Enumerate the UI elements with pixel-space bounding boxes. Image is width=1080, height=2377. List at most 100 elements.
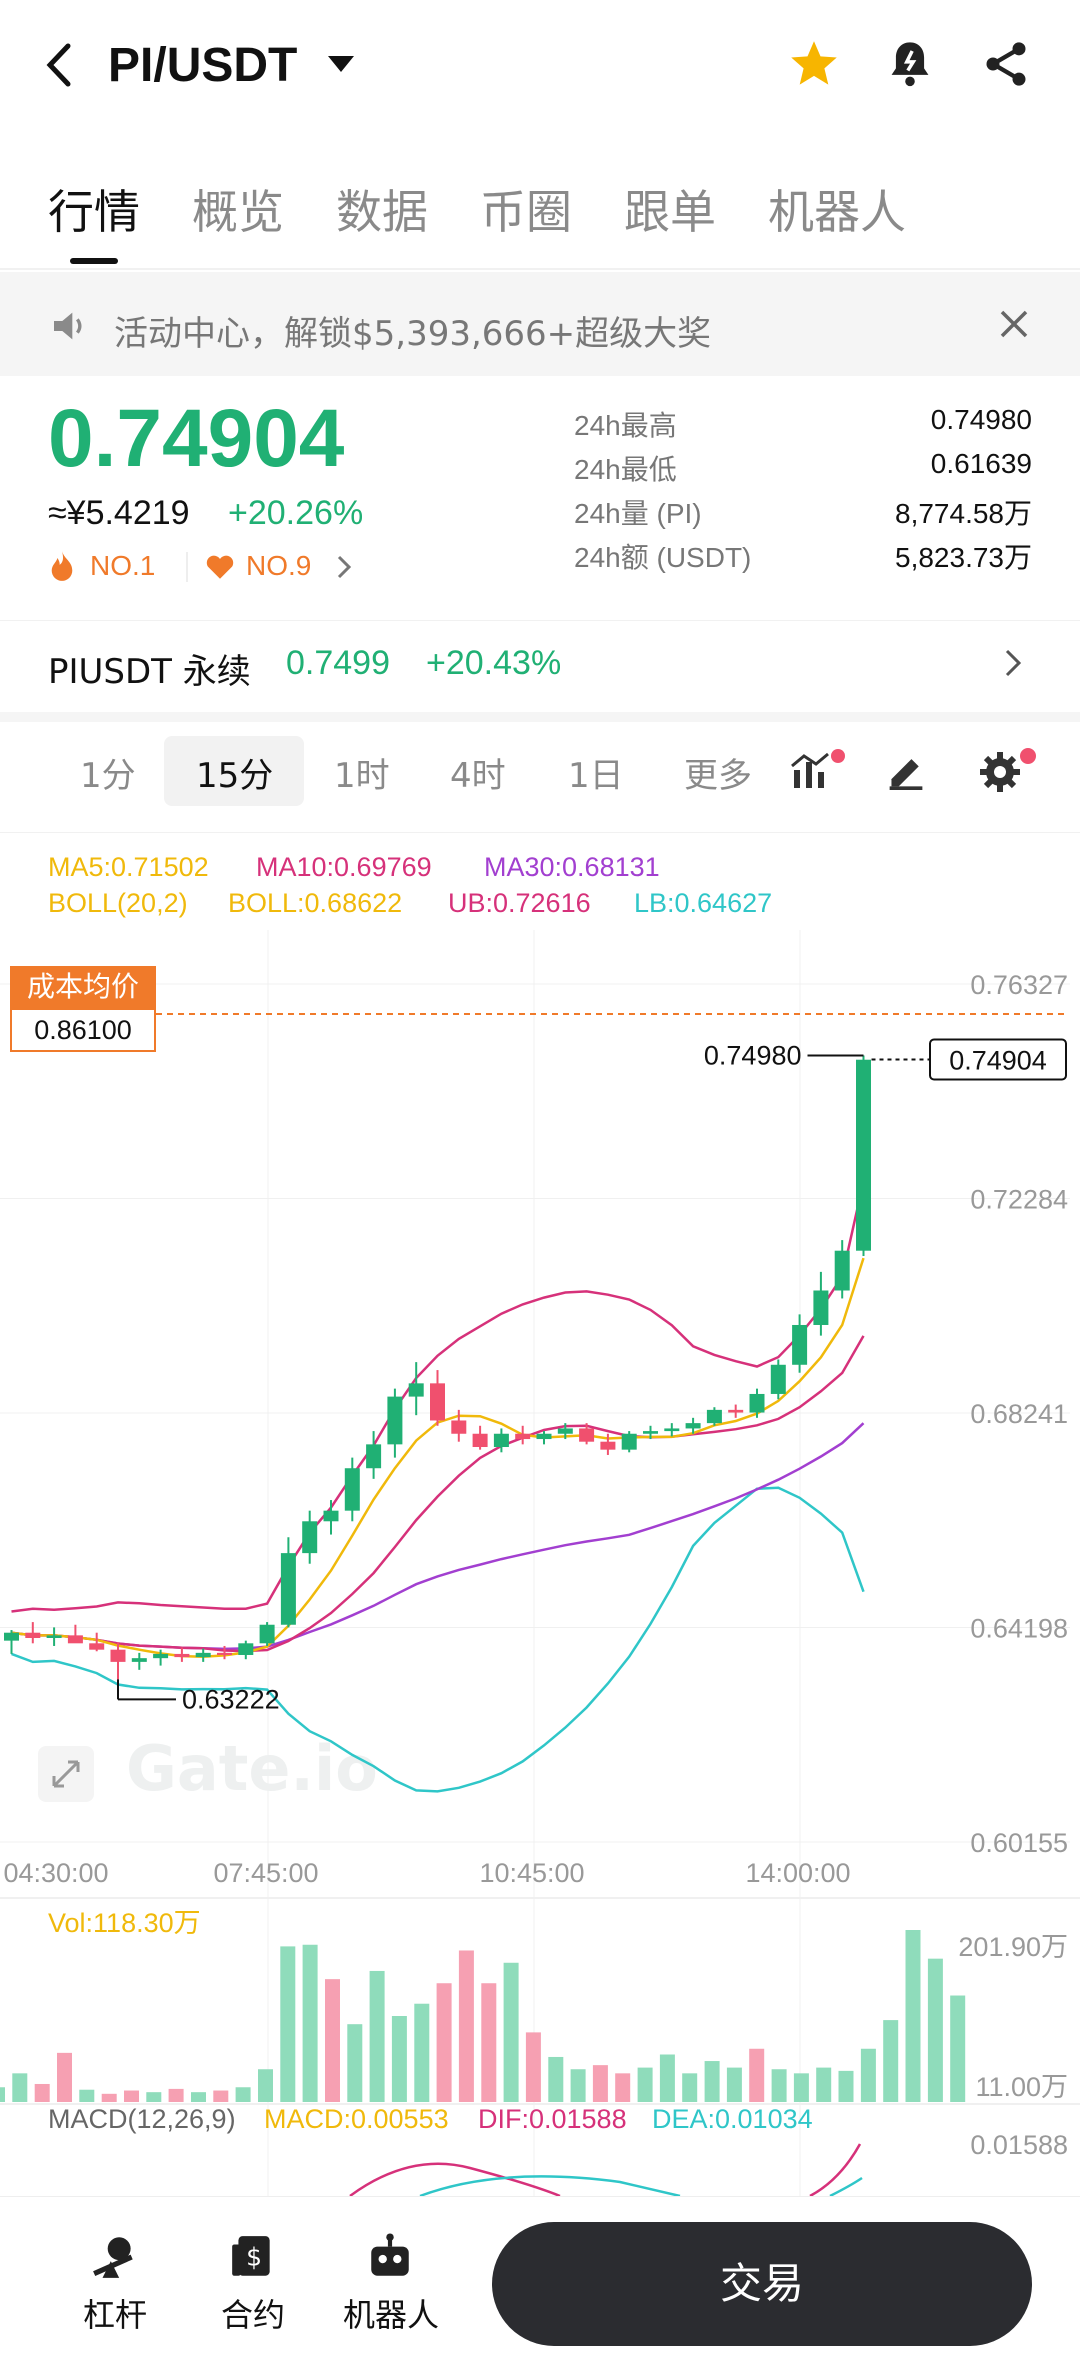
candle-body bbox=[280, 1553, 296, 1625]
candle-body bbox=[792, 1324, 808, 1365]
tab-copy-trading[interactable]: 跟单 bbox=[624, 185, 716, 239]
volume-bar bbox=[659, 2054, 675, 2102]
tab-community[interactable]: 币圈 bbox=[480, 185, 572, 239]
candle-body bbox=[302, 1521, 318, 1554]
chevron-right-icon[interactable] bbox=[336, 554, 352, 584]
tab-market[interactable]: 行情 bbox=[48, 185, 140, 239]
perp-name[interactable]: PIUSDT 永续 bbox=[48, 652, 251, 692]
candle-body bbox=[621, 1433, 637, 1450]
volume-bar bbox=[168, 2088, 184, 2102]
tab-active-indicator bbox=[70, 258, 118, 264]
volume-bar bbox=[258, 2069, 273, 2102]
volume-bar bbox=[615, 2073, 631, 2102]
candle-body bbox=[515, 1433, 531, 1440]
rank-hot[interactable]: NO.1 bbox=[90, 550, 156, 581]
tab-bot[interactable]: 机器人 bbox=[768, 185, 906, 239]
perp-chevron-icon[interactable] bbox=[1004, 648, 1022, 682]
volume-bar bbox=[57, 2052, 72, 2102]
volume-bar bbox=[146, 2092, 162, 2102]
ma10-label: MA10:0.69769 bbox=[256, 852, 432, 882]
nav-leverage[interactable]: 杠杆 bbox=[82, 2296, 147, 2334]
notice-bar[interactable] bbox=[0, 272, 1080, 376]
indicator-icon[interactable] bbox=[790, 748, 846, 796]
volume-bar bbox=[905, 1930, 921, 2102]
volume-bar bbox=[391, 2016, 407, 2102]
leverage-icon[interactable] bbox=[90, 2232, 140, 2286]
dea-line-end bbox=[829, 2176, 863, 2196]
ma5-line bbox=[11, 1257, 865, 1659]
ma30-line bbox=[11, 1422, 865, 1651]
volume-bar bbox=[838, 2070, 854, 2102]
candle-body bbox=[749, 1393, 765, 1413]
tf-1d[interactable]: 1日 bbox=[568, 756, 624, 796]
candlestick-chart[interactable]: 0.76327 0.72284 0.68241 0.64198 0.60155 04:30… bbox=[0, 930, 1080, 2196]
notice-text[interactable]: 活动中心，解锁$5,393,666+超级大奖 bbox=[114, 314, 712, 354]
candle-body bbox=[217, 1652, 232, 1655]
tab-data[interactable]: 数据 bbox=[336, 185, 428, 239]
candle-body bbox=[664, 1428, 680, 1432]
volume-bar bbox=[325, 1979, 340, 2102]
candle-body bbox=[344, 1468, 360, 1511]
back-icon[interactable] bbox=[38, 40, 78, 90]
trade-button[interactable]: 交易 bbox=[492, 2222, 1032, 2346]
volume-bar bbox=[883, 2020, 899, 2102]
candle-body bbox=[557, 1428, 573, 1434]
alert-bell-icon[interactable] bbox=[884, 38, 936, 94]
settings-gear-icon[interactable] bbox=[978, 748, 1038, 796]
volume-bar bbox=[481, 1983, 497, 2102]
draw-pen-icon[interactable] bbox=[884, 750, 928, 794]
tf-15m[interactable]: 15分 bbox=[196, 756, 274, 796]
volume-bar bbox=[950, 1995, 966, 2102]
x-axis-label: 04:30:00 bbox=[3, 1858, 108, 1888]
pair-title[interactable]: PI/USDT bbox=[108, 39, 298, 92]
star-icon[interactable] bbox=[788, 38, 840, 94]
volume-bar bbox=[213, 2090, 229, 2102]
stat-volume-label: 24h量 (PI) bbox=[574, 498, 702, 529]
tf-1m[interactable]: 1分 bbox=[80, 756, 136, 796]
cny-price: ≈¥5.4219 bbox=[48, 494, 190, 532]
candle-body bbox=[153, 1653, 169, 1659]
current-price-box bbox=[929, 1038, 1067, 1081]
robot-icon[interactable] bbox=[364, 2232, 416, 2286]
x-axis-label: 07:45:00 bbox=[213, 1858, 318, 1888]
candle-body bbox=[195, 1652, 211, 1658]
close-icon[interactable] bbox=[998, 308, 1030, 344]
candle-body bbox=[643, 1431, 658, 1434]
rank-divider bbox=[186, 552, 188, 582]
tab-overview[interactable]: 概览 bbox=[192, 185, 284, 239]
tf-4h[interactable]: 4时 bbox=[450, 756, 506, 796]
volume-bar bbox=[525, 2032, 541, 2102]
rank-favorite[interactable]: NO.9 bbox=[246, 550, 312, 581]
share-icon[interactable] bbox=[980, 38, 1032, 94]
dif-line-end bbox=[809, 2143, 862, 2196]
pair-dropdown-icon[interactable] bbox=[328, 56, 354, 78]
svg-text:$: $ bbox=[246, 2242, 262, 2271]
nav-futures[interactable]: 合约 bbox=[220, 2296, 285, 2334]
speaker-icon bbox=[48, 306, 90, 350]
volume-bar bbox=[771, 2069, 787, 2102]
futures-icon[interactable]: $ bbox=[228, 2232, 278, 2286]
tf-more[interactable]: 更多 bbox=[684, 756, 752, 796]
nav-bot[interactable]: 机器人 bbox=[342, 2296, 439, 2334]
volume-bar bbox=[12, 2073, 28, 2102]
dif-line bbox=[349, 2162, 561, 2196]
candle-body bbox=[770, 1364, 786, 1394]
boll-lower-line bbox=[11, 1486, 865, 1793]
volume-bar bbox=[749, 2048, 765, 2102]
low-marker-label: 0.63222 bbox=[182, 1684, 280, 1714]
candle-body bbox=[25, 1632, 41, 1639]
y-axis-label: 0.68241 bbox=[970, 1399, 1068, 1429]
cost-label[interactable]: 成本均价 bbox=[10, 966, 156, 1008]
candle-body bbox=[834, 1250, 850, 1291]
tf-1h[interactable]: 1时 bbox=[334, 756, 390, 796]
x-axis-label: 10:45:00 bbox=[479, 1858, 584, 1888]
macd-value: MACD:0.00553 bbox=[264, 2104, 449, 2134]
stat-high-value: 0.74980 bbox=[930, 404, 1032, 435]
volume-bar bbox=[927, 1958, 943, 2102]
candle-body bbox=[493, 1433, 509, 1448]
perp-change: +20.43% bbox=[426, 644, 562, 682]
tabs-divider bbox=[0, 268, 1080, 270]
ma10-line bbox=[11, 1335, 865, 1653]
volume-bar bbox=[436, 1983, 452, 2102]
volume-bar bbox=[682, 2073, 698, 2102]
